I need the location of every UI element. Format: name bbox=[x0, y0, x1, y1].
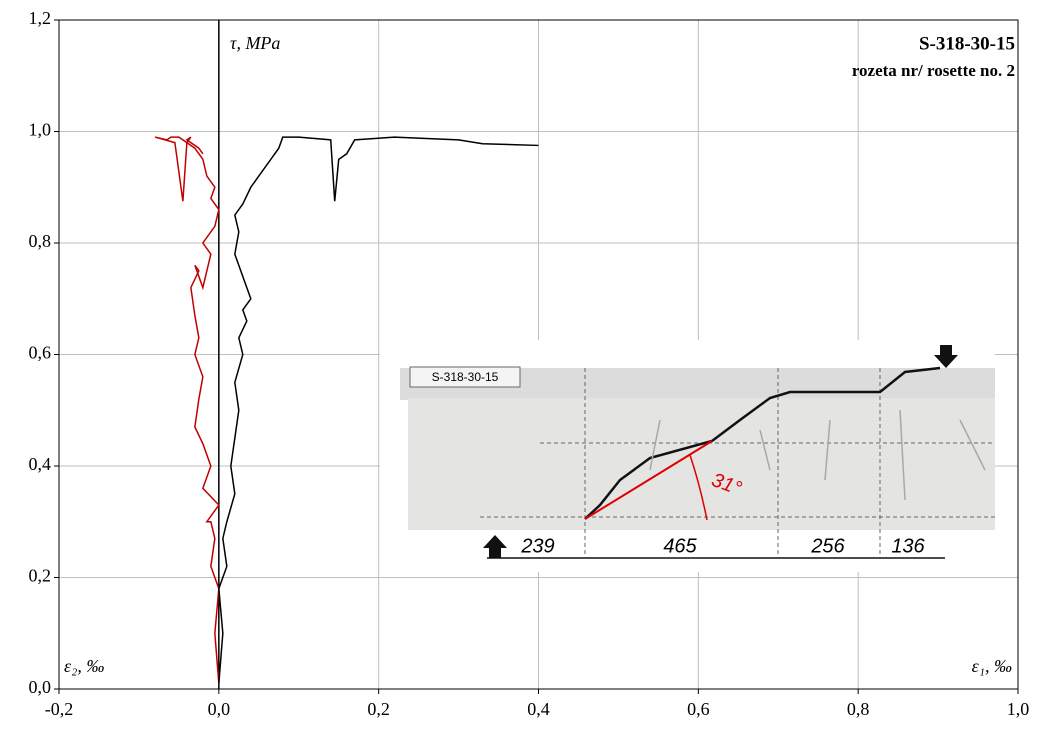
chart-title: S-318-30-15 bbox=[919, 33, 1015, 54]
x-tick-label: 0,6 bbox=[687, 699, 710, 719]
series-line bbox=[154, 136, 220, 684]
y-tick-label: 1,2 bbox=[29, 8, 52, 28]
y-tick-label: 0,4 bbox=[29, 454, 52, 474]
inset-photo: S-318-30-15 239 465 256 136 31° bbox=[380, 340, 995, 572]
inset-label-box bbox=[409, 366, 521, 388]
crack-angle-line bbox=[584, 440, 713, 520]
data-layer bbox=[154, 20, 539, 689]
beam-web bbox=[408, 398, 995, 530]
x-tick-label: 0,4 bbox=[527, 699, 550, 719]
dimension-label: 256 bbox=[810, 535, 845, 557]
minor-cracks bbox=[649, 409, 986, 501]
dimension-label: 465 bbox=[663, 535, 697, 557]
angle-arc bbox=[689, 454, 708, 521]
series-label: ε₁, ‰ bbox=[972, 656, 1012, 676]
crack bbox=[584, 366, 941, 520]
dimension-label: 136 bbox=[891, 535, 925, 557]
chart-subtitle: rozeta nr/ rosette no. 2 bbox=[852, 61, 1015, 80]
support-arrow bbox=[483, 535, 507, 558]
y-tick-label: 0,2 bbox=[29, 566, 52, 586]
x-tick-label: 1,0 bbox=[1007, 699, 1030, 719]
series-label: ε₂, ‰ bbox=[64, 656, 104, 676]
y-axis-label: τ, MPa bbox=[230, 33, 280, 53]
inset-label: S-318-30-15 bbox=[432, 370, 499, 384]
y-tick-label: 0,0 bbox=[29, 677, 52, 697]
x-tick-label: 0,2 bbox=[367, 699, 390, 719]
series-line bbox=[218, 136, 539, 684]
x-tick-label: 0,0 bbox=[208, 699, 231, 719]
load-arrow bbox=[934, 345, 958, 368]
y-tick-label: 1,0 bbox=[29, 120, 52, 140]
y-tick-label: 0,6 bbox=[29, 343, 52, 363]
dimension-label: 239 bbox=[520, 535, 554, 557]
x-tick-label: 0,8 bbox=[847, 699, 870, 719]
x-tick-label: -0,2 bbox=[45, 699, 74, 719]
y-tick-label: 0,8 bbox=[29, 231, 52, 251]
